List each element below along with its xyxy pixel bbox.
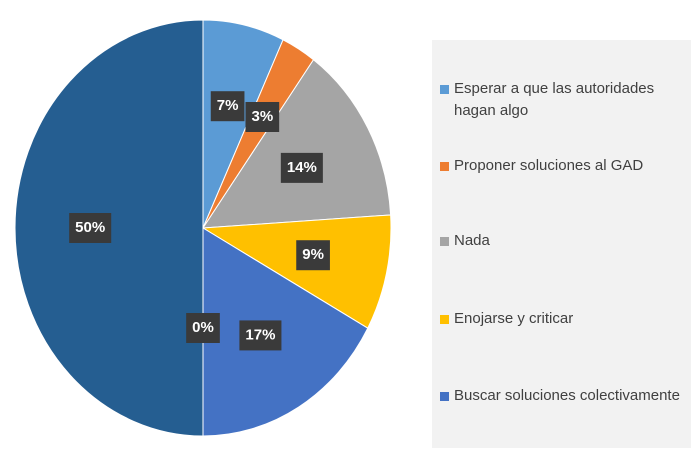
data-label-box xyxy=(210,91,245,122)
legend-panel xyxy=(432,40,691,448)
data-label: 14% xyxy=(280,152,323,183)
legend-swatch xyxy=(440,392,449,401)
data-label-text: 50% xyxy=(75,219,105,236)
data-label: 0% xyxy=(186,313,220,343)
legend-swatch xyxy=(440,162,449,171)
data-label-text: 17% xyxy=(245,326,275,343)
data-label: 17% xyxy=(239,320,282,351)
legend-swatch xyxy=(440,85,449,94)
legend-item: Proponer soluciones al GAD xyxy=(440,155,690,177)
data-label: 7% xyxy=(210,91,245,122)
legend-item: Buscar soluciones colectivamente xyxy=(440,385,690,407)
legend-item: Esperar a que las autoridades hagan algo xyxy=(440,78,690,122)
data-label-box xyxy=(280,152,323,183)
pie-slice xyxy=(201,214,392,329)
data-label-text: 14% xyxy=(287,159,317,176)
pie-slice xyxy=(202,227,369,437)
data-label-box xyxy=(239,320,282,351)
legend-label: Buscar soluciones colectivamente xyxy=(454,387,680,404)
legend-item: Nada xyxy=(440,230,690,252)
legend-swatch xyxy=(440,315,449,324)
data-label-box xyxy=(186,313,220,343)
legend-label: Nada xyxy=(454,232,490,249)
data-label: 50% xyxy=(69,213,112,243)
chart: 7% 3% 14% 9% 0% 17% 50% xyxy=(14,19,392,437)
data-label-box xyxy=(69,213,112,243)
legend-label: Proponer soluciones al GAD xyxy=(454,157,644,174)
legend-label: Esperar a que las autoridades hagan algo xyxy=(454,80,655,119)
data-label-box xyxy=(245,101,280,132)
legend-item: Enojarse y criticar xyxy=(440,308,690,330)
pie-slice xyxy=(202,58,392,229)
legend-swatch xyxy=(440,237,449,246)
data-label-text: 0% xyxy=(192,319,214,336)
data-label: 9% xyxy=(296,240,330,271)
data-label-text: 9% xyxy=(302,246,324,263)
data-label-text: 7% xyxy=(217,97,239,114)
data-label-box xyxy=(296,240,330,271)
legend-label: Enojarse y criticar xyxy=(454,310,574,327)
data-label-text: 3% xyxy=(251,108,273,125)
data-label: 3% xyxy=(245,101,280,132)
